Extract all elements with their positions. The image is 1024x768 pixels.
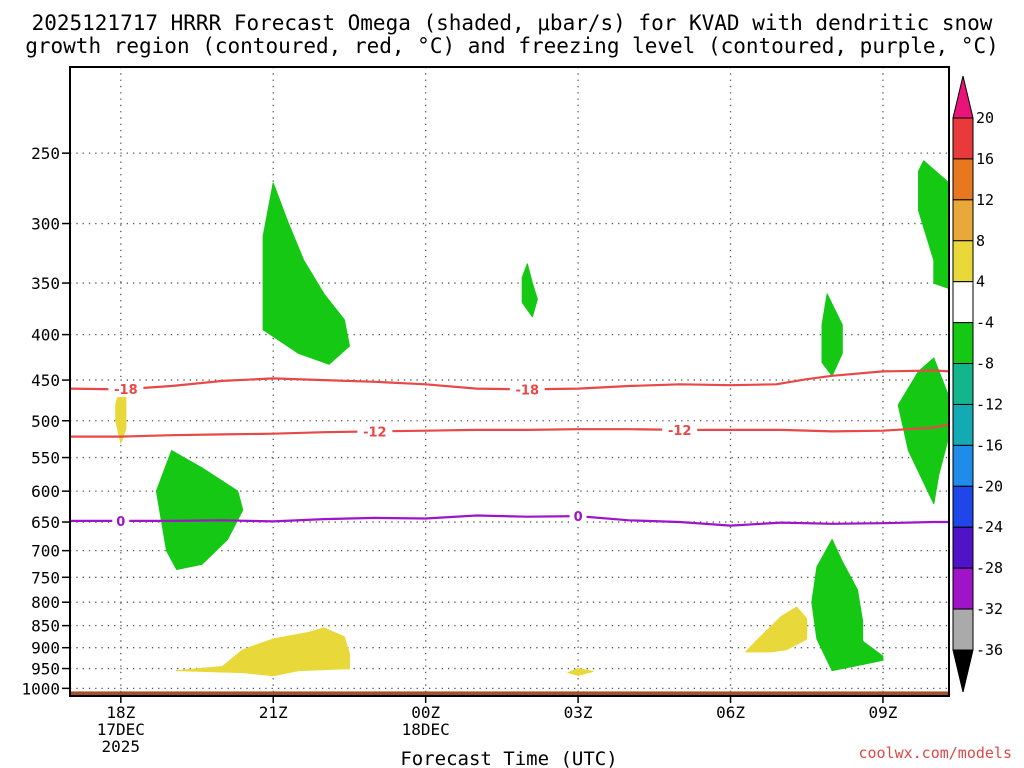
x-tick-label-24-1: 18DEC <box>402 720 450 739</box>
y-tick-label-950: 950 <box>31 660 60 679</box>
omega-region-upward-02Z-small <box>521 263 538 318</box>
colorbar-label-0: 20 <box>976 109 994 127</box>
y-tick-label-650: 650 <box>31 513 60 532</box>
colorbar-segment-2 <box>952 199 974 242</box>
y-tick-label-300: 300 <box>31 215 60 234</box>
gridlines <box>70 67 949 696</box>
y-tick-label-900: 900 <box>31 639 60 658</box>
contour-label-bg--12-0 <box>357 423 393 440</box>
contour-label-bg--18-1 <box>509 381 545 398</box>
omega-region-downward-21Z-low <box>176 627 350 677</box>
y-tick-label-1000: 1000 <box>21 679 60 698</box>
omega-colorbar: 20 16 12 8 4 -4 -8 -12 -16 -20 -24 -28 -32 -36 <box>952 75 1003 693</box>
colorbar-segment-4 <box>952 281 974 324</box>
contour-line--18 <box>69 369 950 391</box>
contour-label--12-1: -12 <box>668 424 692 439</box>
colorbar-label-5: -4 <box>976 314 994 332</box>
colorbar-label-3: 8 <box>976 232 985 250</box>
y-tick-label-350: 350 <box>31 274 60 293</box>
credit-link[interactable]: coolwx.com/models <box>858 744 1012 762</box>
x-tick-label-24-0: 00Z <box>411 703 440 722</box>
colorbar-segment-10 <box>952 526 974 569</box>
colorbar-label-11: -28 <box>976 559 1003 577</box>
chart-title-line-1: 2025121717 HRRR Forecast Omega (shaded, … <box>32 11 993 35</box>
y-tick-label-400: 400 <box>31 326 60 345</box>
colorbar-segment-12 <box>952 608 974 651</box>
contour-label-bg--18-0 <box>108 381 144 398</box>
colorbar-label-10: -24 <box>976 518 1003 536</box>
x-tick-label-30-0: 06Z <box>716 703 745 722</box>
y-tick-label-750: 750 <box>31 568 60 587</box>
contour-label-bg-0-0 <box>112 512 130 529</box>
colorbar-segment-0 <box>952 117 974 160</box>
colorbar-label-1: 16 <box>976 150 994 168</box>
y-tick-label-500: 500 <box>31 412 60 431</box>
chart-title-line-2: growth region (contoured, red, °C) and f… <box>25 34 999 58</box>
omega-region-upward-08Z-low <box>811 539 884 672</box>
y-tick-label-800: 800 <box>31 593 60 612</box>
x-tick-label-27-0: 03Z <box>564 703 593 722</box>
y-tick-label-250: 250 <box>31 144 60 163</box>
colorbar-segment-8 <box>952 444 974 487</box>
colorbar-bottom-arrow <box>952 649 974 693</box>
colorbar-label-12: -32 <box>976 600 1003 618</box>
colorbar-label-8: -16 <box>976 436 1003 454</box>
contour-label-bg--12-1 <box>662 421 698 438</box>
colorbar-label-7: -12 <box>976 395 1003 413</box>
contour-label-0-1: 0 <box>574 510 583 525</box>
x-tick-label-18-0: 18Z <box>106 703 135 722</box>
y-tick-label-550: 550 <box>31 449 60 468</box>
x-axis-label: Forecast Time (UTC) <box>400 748 617 768</box>
contour-label--18-1: -18 <box>516 383 540 398</box>
plot-frame <box>69 66 950 697</box>
colorbar-top-arrow <box>952 75 974 119</box>
pressure-axis: 250 300 350 400 450 500 550 600 650 700 750 800 850 9… <box>21 144 70 698</box>
contour-label-bg-0-1 <box>569 508 587 525</box>
x-tick-label-18-2: 2025 <box>102 737 141 756</box>
colorbar-label-9: -20 <box>976 477 1003 495</box>
contour-label--12-0: -12 <box>363 425 387 440</box>
colorbar-segment-3 <box>952 240 974 283</box>
x-tick-label-18-1: 17DEC <box>97 720 145 739</box>
y-tick-label-450: 450 <box>31 371 60 390</box>
colorbar-label-2: 12 <box>976 191 994 209</box>
colorbar-segment-5 <box>952 322 974 365</box>
colorbar-segment-9 <box>952 485 974 528</box>
contour-line-0 <box>70 514 949 527</box>
colorbar-label-6: -8 <box>976 355 994 373</box>
y-tick-label-600: 600 <box>31 482 60 501</box>
terrain-surface-band <box>70 691 949 696</box>
omega-region-upward-21Z-upper <box>262 182 350 365</box>
omega-region-downward-07Z-low <box>745 606 808 653</box>
contour-label--18-0: -18 <box>114 383 138 398</box>
colorbar-segment-6 <box>952 363 974 405</box>
colorbar-segment-11 <box>952 567 974 610</box>
x-tick-label-21-0: 21Z <box>259 703 288 722</box>
contour-line--12 <box>70 423 950 438</box>
y-tick-label-700: 700 <box>31 542 60 561</box>
y-tick-label-850: 850 <box>31 617 60 636</box>
chart-title: 2025121717 HRRR Forecast Omega (shaded, … <box>25 11 999 58</box>
temperature-contours: -18 -18 -12 -12 0 0 <box>69 369 950 530</box>
omega-region-upward-10Z-upper <box>918 160 950 289</box>
colorbar-label-4: 4 <box>976 273 985 291</box>
colorbar-segment-7 <box>952 403 974 446</box>
omega-region-downward-03Z-low <box>567 668 594 676</box>
contour-label-0-0: 0 <box>116 515 125 530</box>
colorbar-label-13: -36 <box>976 641 1003 659</box>
x-tick-label-33-0: 09Z <box>868 703 897 722</box>
colorbar-segment-1 <box>952 158 974 201</box>
